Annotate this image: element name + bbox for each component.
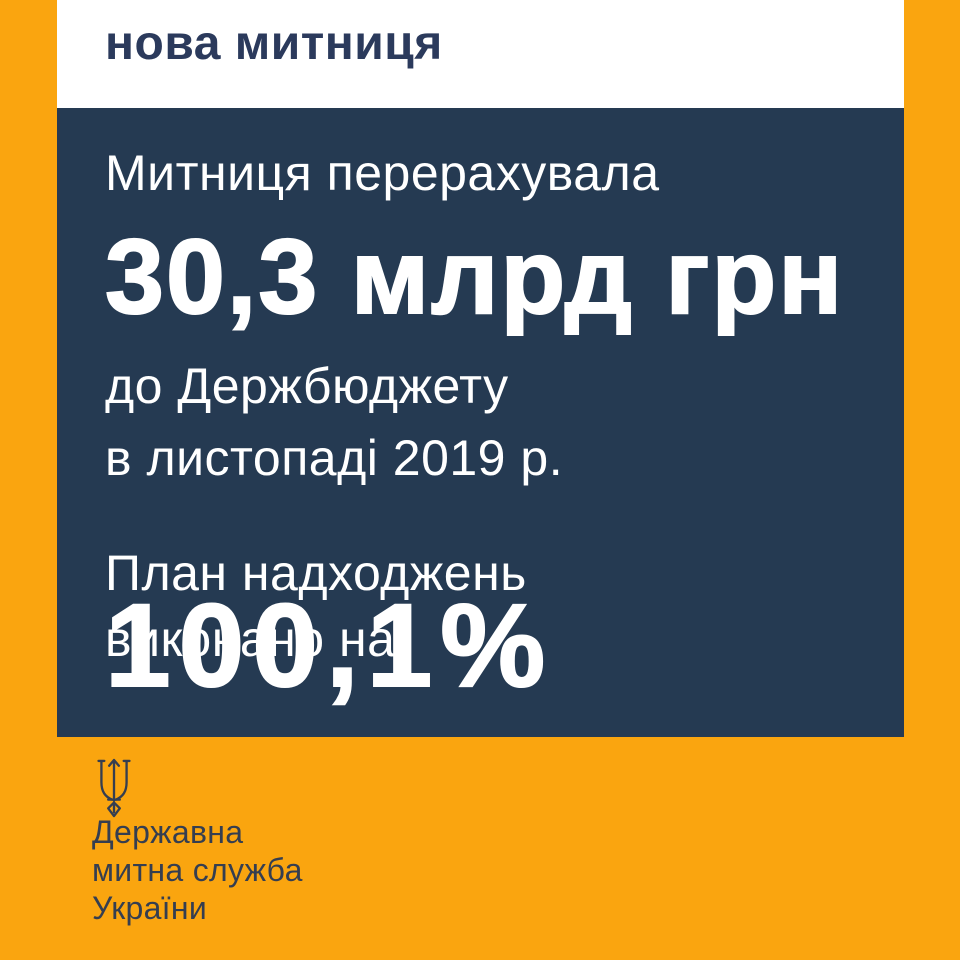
org-name-line-3: України — [92, 890, 208, 926]
period-text: в листопаді 2019 р. — [105, 430, 564, 486]
plan-label: План надходжень — [105, 545, 527, 601]
plan-percent-value: 100,1% — [104, 580, 554, 712]
org-name: Державна митна служба України — [92, 813, 303, 927]
stat-panel: Митниця перерахувала 30,3 млрд грн до Де… — [57, 108, 904, 737]
amount-value: 30,3 млрд грн — [104, 218, 845, 336]
org-name-line-2: митна служба — [92, 852, 303, 888]
budget-destination-text: до Держбюджету — [105, 358, 509, 414]
org-name-line-1: Державна — [92, 814, 244, 850]
brand-title: нова митниця — [105, 17, 443, 70]
plan-fulfilled-label: виконано на — [105, 611, 396, 667]
headline-text: Митниця перерахувала — [105, 145, 660, 201]
brand-header: нова митниця — [57, 0, 904, 108]
ukraine-trident-icon — [92, 758, 136, 818]
